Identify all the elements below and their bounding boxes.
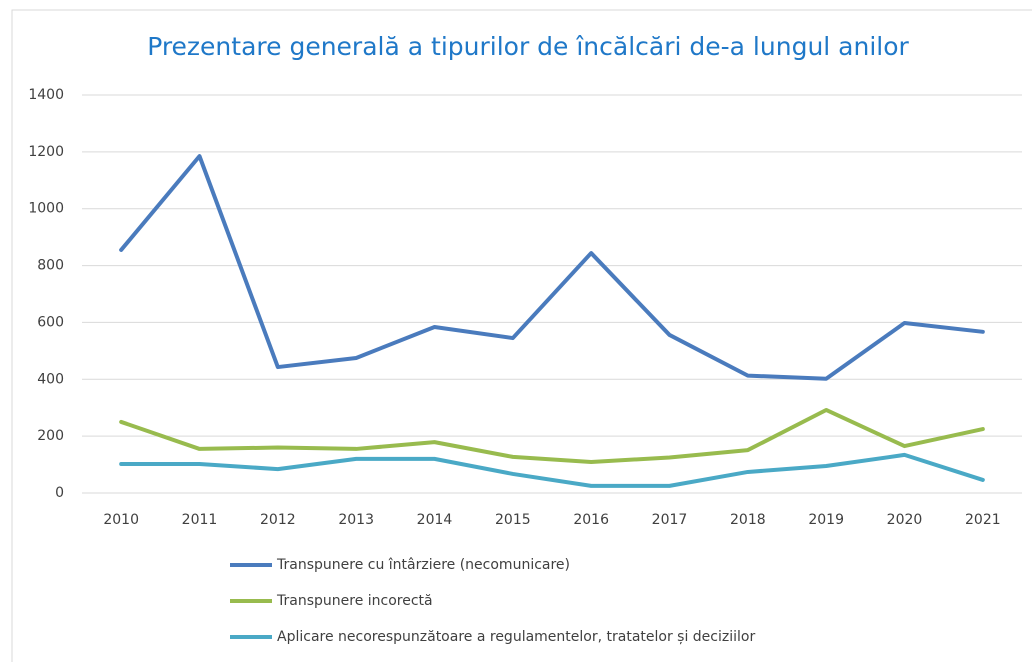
series-line [119, 452, 985, 488]
series-line [119, 407, 985, 465]
x-tick-label: 2011 [182, 512, 218, 528]
y-tick-label: 400 [37, 371, 64, 387]
y-tick-label: 1200 [28, 144, 64, 160]
x-tick-label: 2015 [495, 512, 531, 528]
x-tick-label: 2018 [730, 512, 766, 528]
x-tick-label: 2017 [652, 512, 688, 528]
chart-title: Prezentare generală a tipurilor de încăl… [147, 32, 909, 61]
legend-label: Transpunere cu întârziere (necomunicare) [276, 557, 570, 573]
x-tick-label: 2016 [573, 512, 609, 528]
y-tick-label: 200 [37, 428, 64, 444]
y-tick-label: 1400 [28, 87, 64, 103]
legend-label: Transpunere incorectă [276, 593, 433, 609]
legend-label: Aplicare necorespunzătoare a regulamente… [277, 629, 755, 645]
y-tick-label: 0 [55, 485, 64, 501]
x-tick-label: 2010 [103, 512, 139, 528]
chart-frame [11, 9, 1032, 662]
y-tick-label: 800 [37, 258, 64, 274]
x-tick-label: 2019 [808, 512, 844, 528]
x-tick-label: 2013 [338, 512, 374, 528]
series-line [119, 154, 985, 381]
x-tick-label: 2020 [887, 512, 923, 528]
x-tick-label: 2014 [417, 512, 453, 528]
x-tick-label: 2012 [260, 512, 296, 528]
y-tick-label: 1000 [28, 201, 64, 217]
x-tick-label: 2021 [965, 512, 1001, 528]
y-tick-label: 600 [37, 314, 64, 330]
